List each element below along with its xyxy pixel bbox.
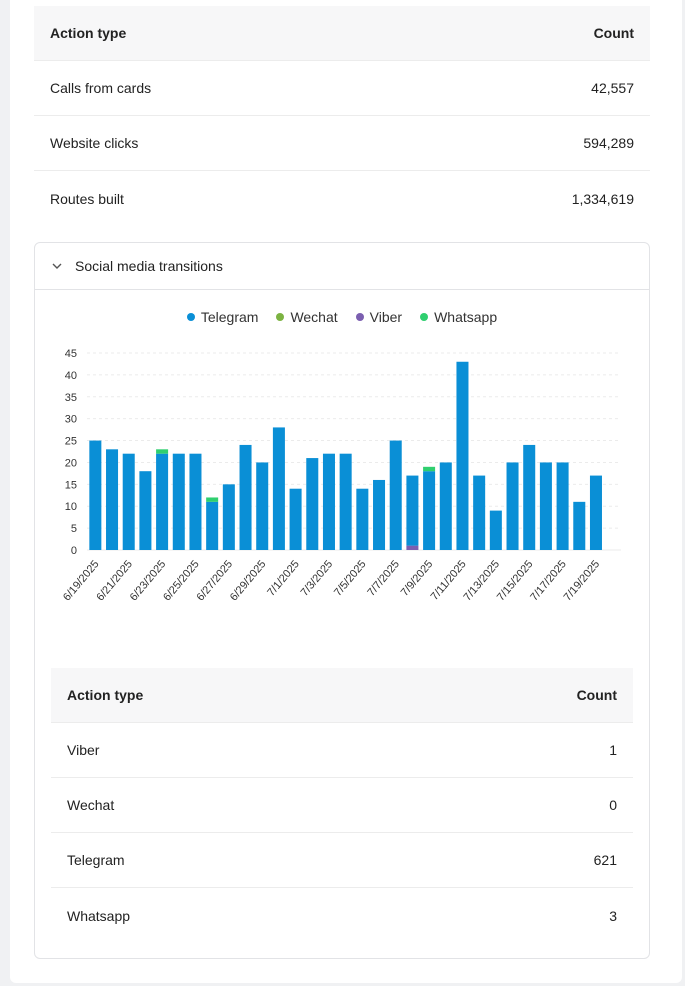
legend-swatch <box>355 313 364 321</box>
row-action: Website clicks <box>50 135 139 151</box>
actions-table: Action type Count Calls from cards 42,55… <box>34 6 650 226</box>
legend-label: Telegram <box>200 309 259 325</box>
legend-item-wechat[interactable]: Wechat <box>276 309 338 325</box>
y-tick-label: 20 <box>65 457 77 469</box>
table-row: Routes built 1,334,619 <box>34 171 650 226</box>
bar-telegram <box>406 475 419 546</box>
bar-telegram <box>339 453 352 550</box>
bar-telegram <box>322 453 335 550</box>
table-row: Calls from cards 42,557 <box>34 61 650 116</box>
legend-item-viber[interactable]: Viber <box>355 309 403 325</box>
row-count: 594,289 <box>583 135 634 151</box>
bar-telegram <box>539 462 552 550</box>
table-row: Telegram 621 <box>51 833 633 888</box>
y-tick-label: 0 <box>71 545 77 557</box>
bar-telegram <box>456 361 469 550</box>
table-header-row: Action type Count <box>34 6 650 61</box>
row-count: 3 <box>609 907 617 924</box>
header-count: Count <box>593 25 634 41</box>
panel-toggle[interactable]: Social media transitions <box>35 243 649 290</box>
legend-swatch <box>186 313 195 321</box>
bar-telegram <box>423 471 436 550</box>
table-row: Whatsapp 3 <box>51 888 633 943</box>
y-tick-label: 10 <box>65 501 77 513</box>
legend-label: Wechat <box>290 309 338 325</box>
row-count: 42,557 <box>591 80 634 96</box>
panel-title: Social media transitions <box>75 258 223 274</box>
chevron-down-icon <box>51 260 63 272</box>
row-count: 1 <box>609 742 617 758</box>
bar-telegram <box>573 501 586 550</box>
legend-label: Whatsapp <box>434 309 498 325</box>
y-tick-label: 45 <box>65 348 77 360</box>
bar-telegram <box>256 462 269 550</box>
y-tick-label: 30 <box>65 414 77 426</box>
bar-whatsapp <box>156 449 169 454</box>
bar-telegram <box>306 458 319 550</box>
bar-telegram <box>172 453 185 550</box>
social-table: Action type Count Viber 1 Wechat 0 Teleg… <box>51 668 633 943</box>
row-action: Routes built <box>50 190 124 207</box>
bar-telegram <box>89 440 102 550</box>
bar-chart: 0510152025303540456/19/20256/21/20256/23… <box>61 348 621 603</box>
bar-whatsapp <box>423 466 436 472</box>
legend-item-telegram[interactable]: Telegram <box>186 309 259 325</box>
y-tick-label: 15 <box>65 479 77 491</box>
table-row: Wechat 0 <box>51 778 633 833</box>
bar-telegram <box>222 484 235 550</box>
x-tick-label: 7/5/2025 <box>332 558 369 599</box>
bar-telegram <box>506 462 519 550</box>
table-row: Viber 1 <box>51 723 633 778</box>
bar-telegram <box>389 440 402 550</box>
bar-telegram <box>106 449 119 550</box>
legend-swatch <box>276 313 285 321</box>
bar-telegram <box>556 462 569 550</box>
y-tick-label: 35 <box>65 392 77 404</box>
bar-telegram <box>473 475 486 550</box>
bar-telegram <box>239 444 252 550</box>
row-action: Whatsapp <box>67 907 131 924</box>
header-action-type: Action type <box>50 25 127 41</box>
bar-telegram <box>489 510 502 550</box>
bar-telegram <box>373 479 386 550</box>
bar-telegram <box>272 427 285 550</box>
row-action: Telegram <box>67 852 125 868</box>
y-tick-label: 25 <box>65 436 77 448</box>
row-action: Wechat <box>67 797 115 813</box>
bar-telegram <box>139 471 152 550</box>
bar-viber <box>406 545 419 550</box>
y-tick-label: 5 <box>71 523 77 535</box>
header-action-type: Action type <box>67 687 144 703</box>
header-count: Count <box>576 687 617 703</box>
bar-telegram <box>439 462 452 550</box>
row-count: 1,334,619 <box>571 190 634 207</box>
x-tick-label: 7/7/2025 <box>365 558 402 599</box>
bar-whatsapp <box>206 497 219 502</box>
bar-telegram <box>356 488 369 550</box>
legend-swatch <box>420 313 429 321</box>
bar-telegram <box>589 475 602 550</box>
bar-telegram <box>523 444 536 550</box>
x-tick-label: 7/1/2025 <box>265 558 302 599</box>
bar-telegram <box>206 501 219 550</box>
row-action: Viber <box>67 742 100 758</box>
bar-telegram <box>189 453 202 550</box>
row-action: Calls from cards <box>50 80 152 96</box>
legend-item-whatsapp[interactable]: Whatsapp <box>420 309 497 325</box>
bar-telegram <box>289 488 302 550</box>
bar-telegram <box>156 453 169 550</box>
chart-legend: Telegram Wechat Viber Whatsapp <box>35 309 649 325</box>
y-tick-label: 40 <box>65 370 77 382</box>
table-row: Website clicks 594,289 <box>34 116 650 171</box>
x-tick-label: 7/3/2025 <box>299 558 336 599</box>
social-media-panel: Social media transitions Telegram Wechat… <box>34 242 650 959</box>
bar-telegram <box>122 453 135 550</box>
row-count: 621 <box>593 852 617 868</box>
legend-label: Viber <box>369 309 403 325</box>
table-header-row: Action type Count <box>51 668 633 723</box>
row-count: 0 <box>609 797 617 813</box>
